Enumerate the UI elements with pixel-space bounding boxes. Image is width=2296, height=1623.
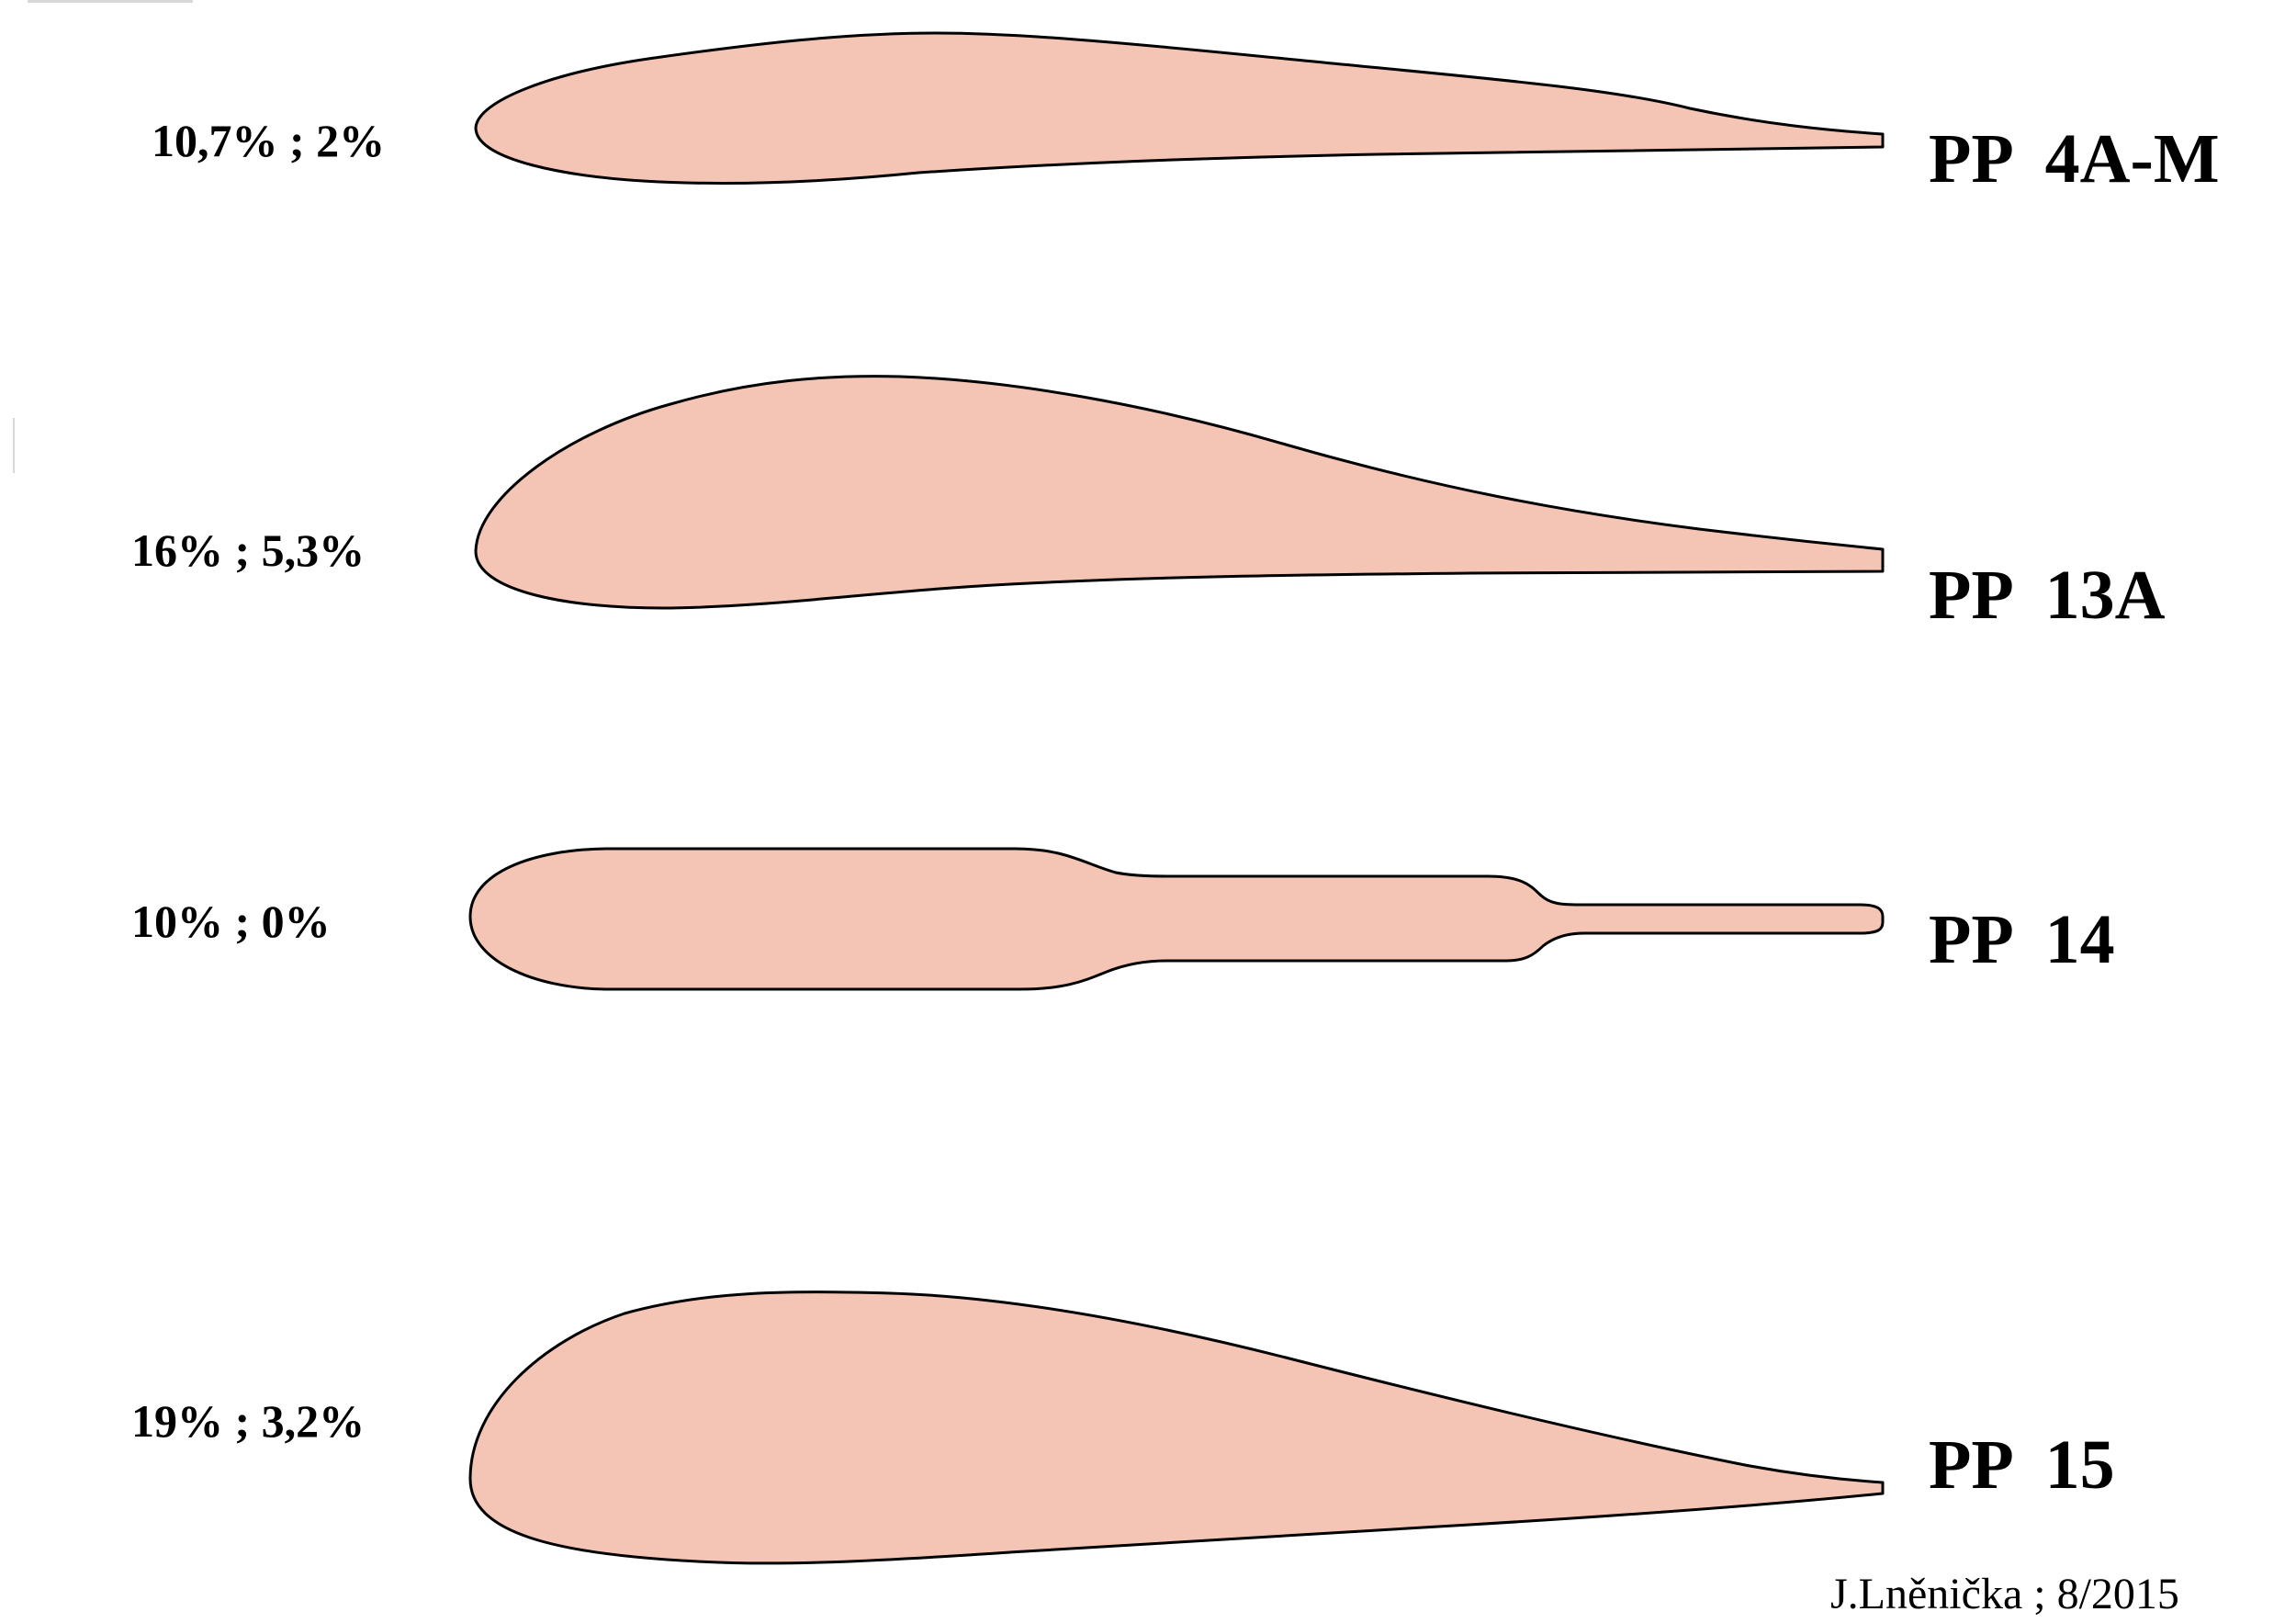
profile-name-pp-15: PP 15 bbox=[1929, 1426, 2115, 1504]
scan-artifact-left bbox=[13, 418, 15, 473]
author-signature: J.Lněnička ; 8/2015 bbox=[1830, 1570, 2179, 1618]
profile-name-pp-13a: PP 13A bbox=[1929, 557, 2166, 634]
profile-name-pp-4a-m: PP 4A-M bbox=[1929, 120, 2220, 197]
profile-params-pp-14: 10% ; 0% bbox=[131, 896, 331, 947]
airfoil-profile-pp-13a bbox=[474, 375, 1885, 610]
scan-artifact-top bbox=[28, 0, 193, 3]
airfoil-profile-pp-4a-m bbox=[474, 31, 1885, 186]
profile-params-pp-13a: 16% ; 5,3% bbox=[131, 524, 366, 576]
profile-params-pp-4a-m: 10,7% ; 2% bbox=[152, 115, 386, 166]
profile-name-pp-14: PP 14 bbox=[1929, 901, 2115, 978]
profile-params-pp-15: 19% ; 3,2% bbox=[131, 1395, 366, 1447]
airfoil-profile-pp-15 bbox=[468, 1291, 1885, 1565]
airfoil-profile-pp-14 bbox=[468, 847, 1885, 991]
